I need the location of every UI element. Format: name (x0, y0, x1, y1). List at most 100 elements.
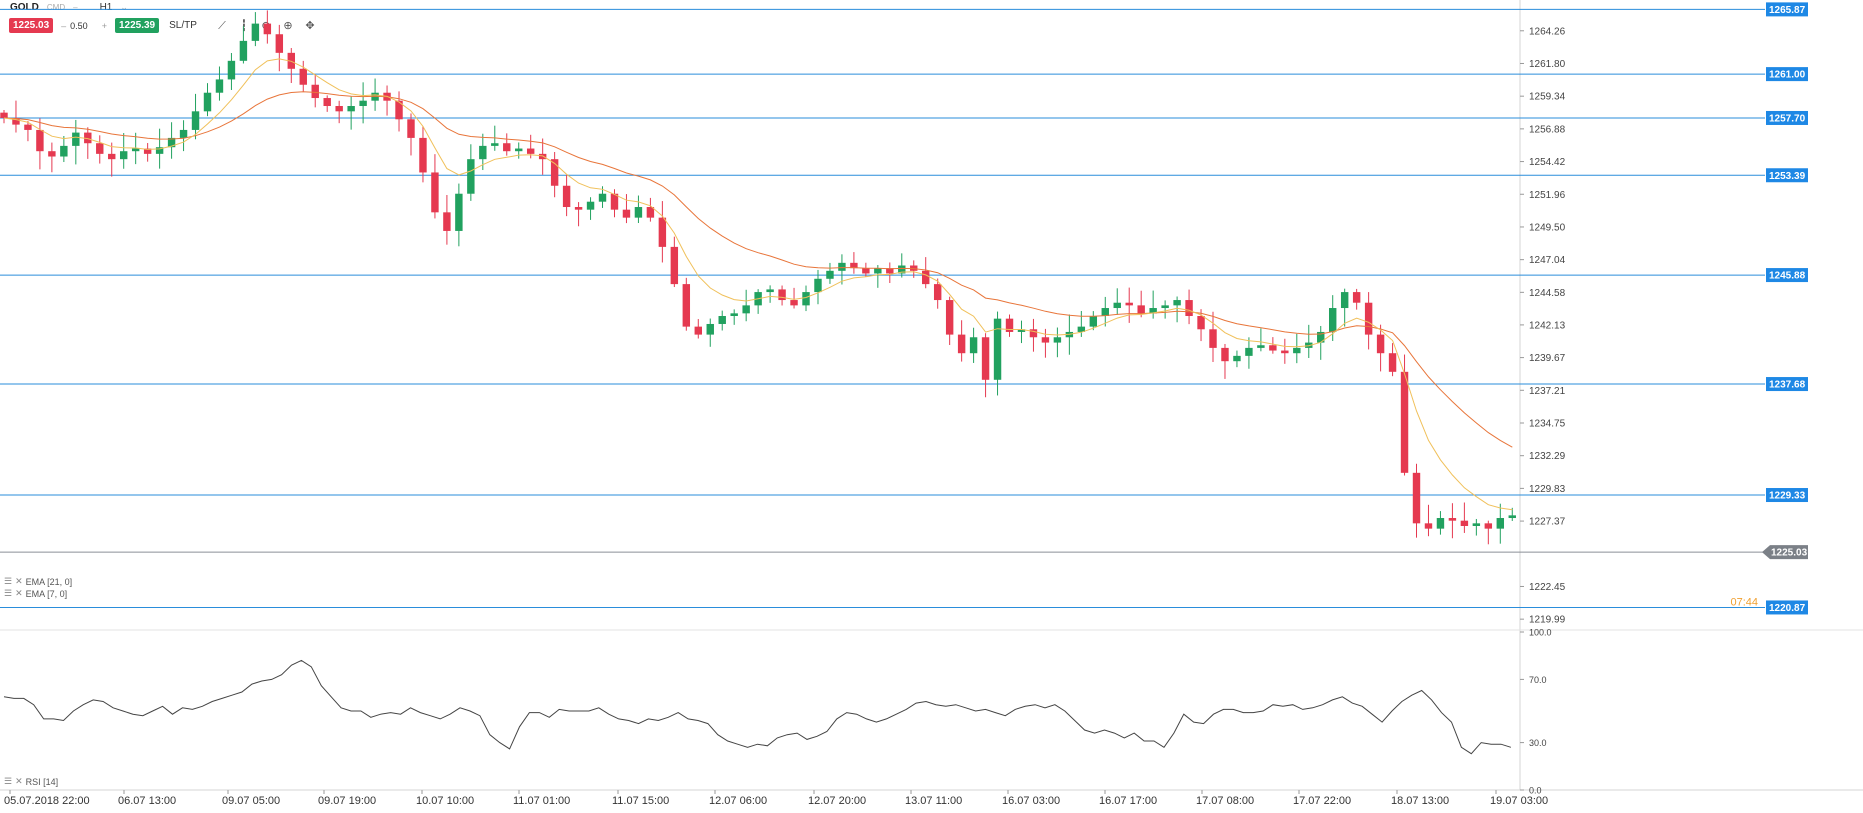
candle-body (1245, 347, 1253, 356)
candle-body (1257, 345, 1265, 348)
zoom-in-icon[interactable]: ⊕ (283, 19, 293, 32)
current-price-box (1762, 545, 1808, 560)
level-label: 1220.87 (1769, 603, 1806, 614)
legend-ema21[interactable]: ☰ ✕ EMA [21, 0] (4, 576, 72, 587)
ema7-line (3, 58, 1513, 511)
price-tick-label: 1227.37 (1529, 517, 1566, 528)
close-icon[interactable]: ✕ (15, 576, 23, 586)
candle-body (706, 323, 714, 335)
candle-body (862, 268, 870, 274)
level-label: 1245.88 (1769, 271, 1806, 282)
candle-body (96, 143, 104, 154)
legend-rsi[interactable]: ☰ ✕ RSI [14] (4, 776, 58, 787)
candle-body (538, 153, 547, 160)
time-tick-label: 13.07 11:00 (905, 795, 962, 807)
candle-body (36, 129, 44, 152)
candle-body (634, 207, 643, 218)
candle-body (670, 246, 679, 285)
spread-decrease-button[interactable]: – (61, 20, 67, 31)
candle-body (802, 292, 810, 306)
time-tick-label: 11.07 15:00 (612, 795, 669, 807)
candlestick-icon[interactable]: ┇ (240, 19, 248, 32)
menu-icon[interactable]: ☰ (4, 776, 13, 786)
candle-body (1125, 302, 1133, 306)
candle-body (299, 68, 307, 85)
time-tick-label: 12.07 20:00 (808, 795, 866, 807)
line-chart-icon[interactable]: ⟋ (218, 19, 226, 32)
candle-body (1113, 302, 1121, 309)
price-tick-label: 1254.42 (1529, 157, 1566, 168)
close-icon[interactable]: ✕ (15, 588, 23, 598)
candle-body (826, 270, 834, 279)
candle-body (694, 326, 702, 335)
candle-body (359, 100, 367, 107)
candle-body (1209, 329, 1217, 348)
level-label: 1237.68 (1769, 380, 1806, 391)
legend-rsi-label: RSI [14] (25, 776, 59, 787)
spread-control: – 0.50 + (57, 21, 111, 31)
candle-body (1197, 316, 1205, 330)
price-tick-label: 1242.13 (1529, 320, 1566, 331)
candle-body (1101, 308, 1109, 316)
candle-body (0, 112, 8, 118)
candle-body (658, 217, 667, 247)
candle-body (155, 147, 164, 154)
candle-body (1293, 347, 1301, 354)
candle-body (311, 84, 319, 99)
legend-ema7[interactable]: ☰ ✕ EMA [7, 0] (4, 588, 67, 599)
price-tick-label: 1259.34 (1529, 92, 1566, 103)
symbol-name[interactable]: GOLD (10, 2, 39, 13)
level-label-box (1766, 600, 1808, 615)
buy-button[interactable]: 1225.39 (114, 18, 160, 33)
candle-body (263, 23, 272, 35)
spread-value: 0.50 (70, 20, 88, 31)
rsi-tick-label: 100.0 (1529, 628, 1552, 638)
candle-body (443, 212, 451, 231)
level-label: 1257.70 (1769, 113, 1806, 124)
menu-icon[interactable]: ☰ (4, 576, 13, 586)
candle-body (898, 265, 906, 274)
chevron-down-icon[interactable]: ⌄ (120, 2, 128, 12)
candle-body (179, 129, 188, 138)
candle-body (622, 209, 631, 218)
timeframe-selector[interactable]: H1 (99, 2, 113, 13)
candle-body (610, 193, 619, 210)
crosshair-icon[interactable]: ✥ (305, 19, 315, 32)
grid-lines (0, 0, 1863, 791)
candle-body (419, 137, 427, 173)
close-icon[interactable]: ✕ (15, 776, 23, 786)
time-tick-label: 16.07 17:00 (1099, 795, 1157, 807)
candle-body (1221, 347, 1229, 362)
candle-body (1173, 300, 1181, 306)
candle-body (407, 119, 415, 138)
time-axis[interactable]: 05.07.2018 22:00 06.07 13:00 09.07 05:00 09… (4, 790, 1548, 807)
candle-body (203, 92, 212, 112)
level-label: 1229.33 (1769, 491, 1806, 502)
candle-body (1017, 329, 1026, 332)
level-label: 1253.39 (1769, 171, 1806, 182)
spread-increase-button[interactable]: + (101, 20, 107, 31)
menu-icon[interactable]: ☰ (4, 588, 13, 598)
time-tick-label: 17.07 22:00 (1293, 795, 1351, 807)
candle-body (1329, 308, 1337, 332)
level-label-box (1766, 377, 1808, 392)
candle-body (84, 132, 92, 144)
time-tick-label: 19.07 03:00 (1490, 795, 1548, 807)
time-tick-label: 05.07.2018 22:00 (4, 795, 90, 807)
sell-button[interactable]: 1225.03 (9, 18, 54, 33)
price-tick-label: 1222.45 (1529, 582, 1566, 593)
candle-body (562, 185, 571, 208)
candle-body (1424, 523, 1433, 529)
horizontal-levels: 1265.87 1261.00 1257.70 1253.39 1245.88 1237.… (0, 2, 1808, 615)
level-label-box (1766, 2, 1808, 17)
sltp-button[interactable]: SL/TP (169, 20, 197, 31)
candle-body (1029, 329, 1038, 338)
price-axis[interactable]: 1264.26 1261.80 1259.34 1256.88 1254.42 1251.… (1520, 26, 1566, 626)
level-label-box (1766, 488, 1808, 503)
candle-body (1281, 350, 1289, 354)
candle-body (143, 148, 152, 154)
candle-body (1352, 292, 1361, 303)
candle-body (167, 137, 176, 148)
candle-body (455, 193, 463, 231)
